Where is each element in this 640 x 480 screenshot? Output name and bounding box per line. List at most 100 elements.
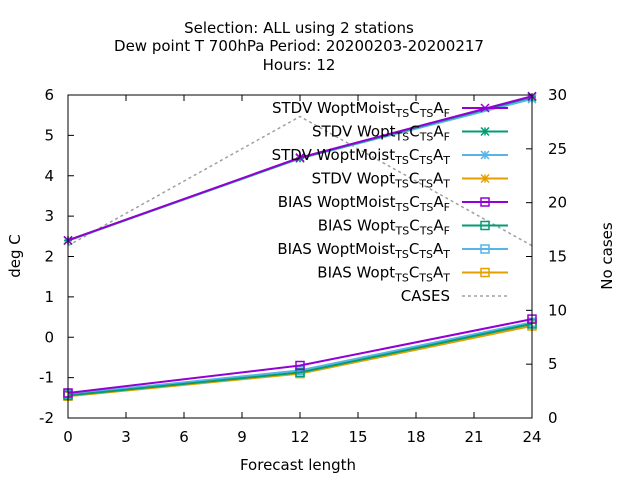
legend-subscript: T [442, 272, 450, 285]
legend-text: C [409, 217, 419, 235]
legend-item-7: BIAS WoptTSCTSAT [317, 264, 508, 285]
legend-label-7: BIAS WoptTSCTSAT [317, 264, 450, 285]
y2-tick-label: 15 [548, 248, 567, 266]
y-tick-label: 1 [44, 288, 54, 306]
legend-item-2: STDV WoptMoistTSCTSAT [272, 146, 508, 167]
title-line-1: Selection: ALL using 2 stations [184, 19, 414, 37]
series-line-1 [67, 96, 533, 242]
legend-subscript: TS [419, 107, 434, 120]
legend-subscript: TS [394, 178, 409, 191]
legend-marker-2 [480, 150, 490, 160]
legend-text: STDV WoptMoist [272, 146, 396, 164]
y-tick-label: 0 [44, 328, 54, 346]
legend-text: C [409, 123, 419, 141]
legend-text: C [409, 99, 419, 117]
legend-subscript: T [442, 178, 450, 191]
y2-tick-label: 20 [548, 194, 567, 212]
title-line-3: Hours: 12 [263, 56, 336, 74]
legend-text: BIAS Wopt [317, 264, 395, 282]
legend-item-0: STDV WoptMoistTSCTSAF [272, 99, 508, 120]
legend-subscript: TS [394, 272, 409, 285]
legend-text: STDV Wopt [312, 123, 396, 141]
y-tick-label: -1 [39, 369, 54, 387]
y2-tick-label: 0 [548, 409, 558, 427]
legend-label-3: STDV WoptTSCTSAT [312, 170, 451, 191]
x-tick-label: 3 [121, 428, 131, 446]
y2-tick-label: 30 [548, 86, 567, 104]
x-tick-label: 12 [290, 428, 309, 446]
legend-item-5: BIAS WoptTSCTSAF [318, 217, 508, 238]
legend-text: C [409, 193, 419, 211]
legend-subscript: F [444, 131, 450, 144]
legend-label-8: CASES [401, 287, 450, 305]
y-axis-label: deg C [6, 234, 24, 278]
legend-item-6: BIAS WoptMoistTSCTSAT [277, 240, 508, 261]
legend-text: C [409, 170, 419, 188]
legend-label-1: STDV WoptTSCTSAF [312, 123, 450, 144]
legend-subscript: TS [395, 107, 410, 120]
legend-text: A [433, 99, 444, 117]
legend-text: C [409, 264, 419, 282]
legend-text: BIAS Wopt [318, 217, 396, 235]
legend-marker-6 [480, 244, 490, 254]
legend-marker-4 [480, 197, 490, 207]
series-line-2 [67, 98, 533, 242]
legend-subscript: TS [418, 248, 433, 261]
legend-item-3: STDV WoptTSCTSAT [312, 170, 508, 191]
data-point-4-1 [295, 360, 305, 371]
legend-marker-3 [480, 173, 490, 184]
x-tick-label: 15 [348, 428, 367, 446]
y-tick-label: 2 [44, 248, 54, 266]
series-line-8 [67, 115, 533, 247]
legend-label-0: STDV WoptMoistTSCTSAF [272, 99, 450, 120]
series-8 [67, 115, 533, 247]
chart-title: Selection: ALL using 2 stations Dew poin… [114, 19, 484, 74]
legend-text: A [433, 193, 444, 211]
legend-subscript: F [444, 201, 450, 214]
series-line-5 [67, 322, 533, 397]
series-line-3 [67, 96, 533, 242]
series-line-4 [67, 318, 533, 394]
x-tick-label: 6 [179, 428, 189, 446]
y2-tick-label: 10 [548, 301, 567, 319]
legend-marker-0-b [480, 103, 490, 113]
legend-label-4: BIAS WoptMoistTSCTSAF [278, 193, 450, 214]
legend-text: BIAS WoptMoist [277, 240, 395, 258]
legend-subscript: TS [394, 248, 409, 261]
y2-tick-label: 25 [548, 140, 567, 158]
series-2 [63, 94, 537, 246]
legend-subscript: TS [395, 201, 410, 214]
legend-text: A [433, 217, 444, 235]
legend-subscript: T [442, 154, 450, 167]
legend-text: BIAS WoptMoist [278, 193, 396, 211]
legend-item-4: BIAS WoptMoistTSCTSAF [278, 193, 508, 214]
legend-subscript: TS [419, 225, 434, 238]
legend-subscript: F [444, 225, 450, 238]
legend-subscript: TS [419, 201, 434, 214]
legend-item-8: CASES [401, 287, 508, 305]
data-point-0-1 [295, 153, 305, 163]
x-axis-label: Forecast length [240, 456, 356, 474]
data-point-0-1-b [295, 153, 305, 163]
legend-text: A [433, 264, 444, 282]
legend-marker-7 [480, 267, 490, 278]
legend-subscript: TS [394, 154, 409, 167]
legend-text: STDV WoptMoist [272, 99, 396, 117]
legend-marker-1 [480, 126, 490, 137]
legend-text: C [409, 240, 419, 258]
data-point-5-1 [295, 367, 305, 378]
plot-border [67, 94, 533, 419]
y-tick-label: 6 [44, 86, 54, 104]
x-tick-label: 24 [522, 428, 541, 446]
legend-item-1: STDV WoptTSCTSAF [312, 123, 508, 144]
y-tick-label: 3 [44, 207, 54, 225]
legend-label-5: BIAS WoptTSCTSAF [318, 217, 450, 238]
legend-text: A [433, 170, 444, 188]
series-6 [63, 317, 537, 399]
y2-axis-label: No cases [598, 222, 616, 290]
legend-text: A [433, 240, 444, 258]
legend-subscript: TS [418, 154, 433, 167]
x-tick-label: 18 [406, 428, 425, 446]
